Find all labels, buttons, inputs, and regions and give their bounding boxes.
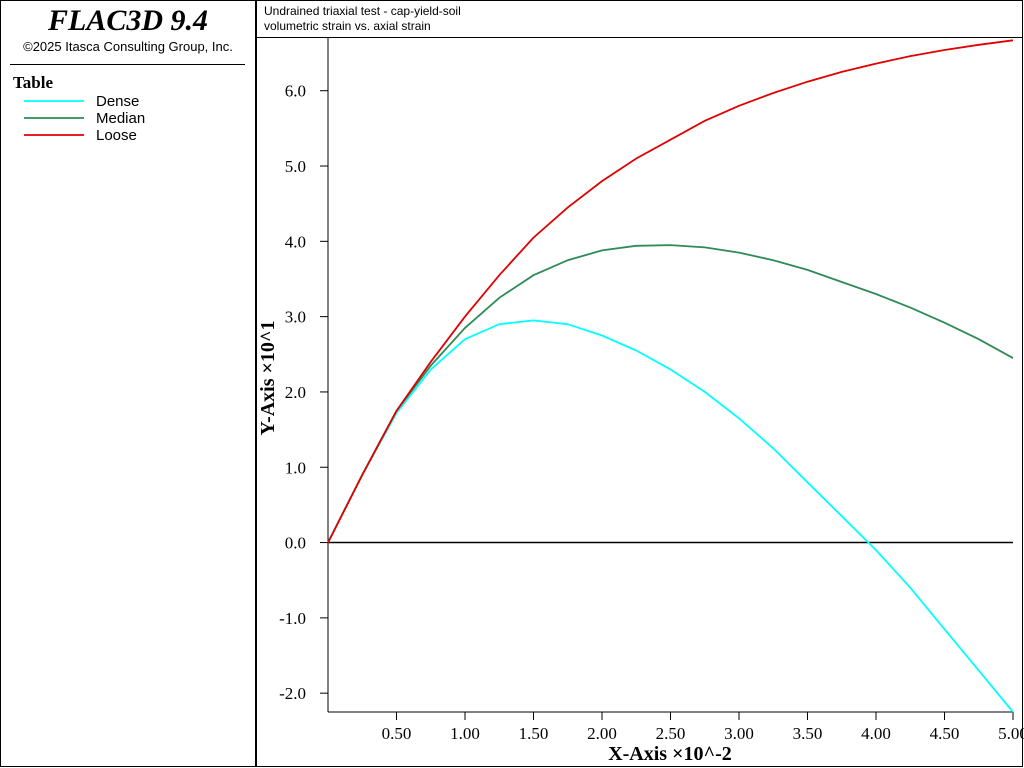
app-title: FLAC3D 9.4 bbox=[47, 4, 208, 37]
x-tick-label: 3.00 bbox=[724, 724, 754, 743]
y-tick-label: 3.0 bbox=[285, 308, 306, 327]
side-panel bbox=[0, 0, 256, 767]
x-axis-label: X-Axis ×10^-2 bbox=[608, 743, 732, 765]
x-tick-label: 0.50 bbox=[382, 724, 412, 743]
plot-panel bbox=[256, 0, 1023, 767]
y-tick-label: 2.0 bbox=[285, 383, 306, 402]
x-tick-label: 4.50 bbox=[930, 724, 960, 743]
legend-label: Loose bbox=[96, 127, 137, 144]
series-line bbox=[327, 244, 1014, 544]
x-tick-label: 5.00 bbox=[998, 724, 1024, 743]
y-tick-label: -2.0 bbox=[279, 684, 306, 703]
series-line bbox=[327, 319, 1014, 713]
x-tick-label: 3.50 bbox=[793, 724, 823, 743]
chart-title: Undrained triaxial test - cap-yield-soil bbox=[264, 4, 461, 18]
y-tick-label: 4.0 bbox=[285, 232, 306, 251]
y-tick-label: 0.0 bbox=[285, 534, 306, 553]
y-tick-label: -1.0 bbox=[279, 609, 306, 628]
y-tick-label: 5.0 bbox=[285, 157, 306, 176]
x-tick-label: 2.00 bbox=[587, 724, 617, 743]
legend-label: Median bbox=[96, 110, 145, 127]
x-tick-label: 2.50 bbox=[656, 724, 686, 743]
series-line bbox=[327, 39, 1014, 544]
legend-title: Table bbox=[13, 73, 53, 92]
y-tick-label: 1.0 bbox=[285, 458, 306, 477]
legend-label: Dense bbox=[96, 93, 139, 110]
x-tick-label: 4.00 bbox=[861, 724, 891, 743]
x-tick-label: 1.00 bbox=[450, 724, 480, 743]
y-tick-label: 6.0 bbox=[285, 82, 306, 101]
chart-subtitle: volumetric strain vs. axial strain bbox=[264, 19, 431, 33]
copyright: ©2025 Itasca Consulting Group, Inc. bbox=[23, 39, 233, 54]
x-tick-label: 1.50 bbox=[519, 724, 549, 743]
y-axis-label: Y-Axis ×10^1 bbox=[257, 320, 279, 435]
